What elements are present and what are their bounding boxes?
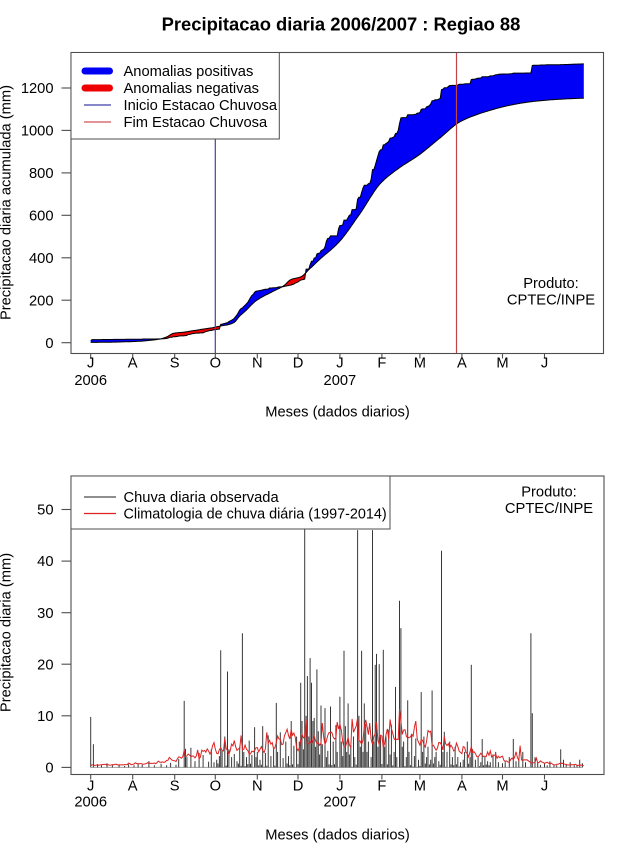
svg-text:M: M: [414, 779, 426, 795]
svg-text:2007: 2007: [324, 794, 357, 810]
svg-text:Climatologia de chuva diária (: Climatologia de chuva diária (1997-2014): [124, 507, 387, 523]
svg-text:0: 0: [45, 336, 53, 352]
svg-text:Precipitacao diaria acumulada: Precipitacao diaria acumulada (mm): [0, 85, 15, 320]
svg-text:600: 600: [29, 208, 54, 224]
svg-text:CPTEC/INPE: CPTEC/INPE: [505, 501, 593, 517]
svg-text:N: N: [252, 355, 263, 371]
svg-text:Anomalias positivas: Anomalias positivas: [124, 64, 254, 80]
svg-text:D: D: [293, 779, 304, 795]
svg-text:S: S: [170, 355, 180, 371]
svg-text:1000: 1000: [21, 124, 54, 140]
svg-text:F: F: [377, 779, 386, 795]
svg-text:J: J: [87, 779, 94, 795]
svg-text:Produto:: Produto:: [523, 276, 579, 292]
svg-text:CPTEC/INPE: CPTEC/INPE: [507, 293, 595, 309]
svg-text:20: 20: [37, 657, 53, 673]
svg-text:800: 800: [29, 166, 54, 182]
svg-text:200: 200: [29, 293, 54, 309]
svg-text:O: O: [210, 355, 221, 371]
svg-text:A: A: [128, 779, 138, 795]
svg-text:M: M: [414, 355, 426, 371]
svg-text:50: 50: [37, 503, 53, 519]
svg-text:Fim Estacao Chuvosa: Fim Estacao Chuvosa: [124, 115, 269, 131]
svg-text:Produto:: Produto:: [521, 485, 577, 501]
svg-text:D: D: [293, 355, 304, 371]
svg-text:F: F: [377, 355, 386, 371]
svg-text:N: N: [252, 779, 263, 795]
svg-text:2006: 2006: [74, 794, 107, 810]
svg-text:A: A: [457, 355, 467, 371]
svg-text:O: O: [210, 779, 221, 795]
svg-text:J: J: [87, 355, 94, 371]
svg-text:Meses (dados diarios): Meses (dados diarios): [265, 828, 410, 844]
svg-text:J: J: [336, 779, 343, 795]
svg-text:M: M: [496, 355, 508, 371]
svg-text:J: J: [541, 355, 548, 371]
svg-text:A: A: [128, 355, 138, 371]
svg-text:S: S: [170, 779, 180, 795]
svg-text:J: J: [336, 355, 343, 371]
svg-text:40: 40: [37, 554, 53, 570]
svg-text:Precipitacao diaria (mm): Precipitacao diaria (mm): [0, 553, 15, 712]
svg-text:1200: 1200: [21, 81, 54, 97]
svg-text:Precipitacao diaria 2006/2007: Precipitacao diaria 2006/2007 : Regiao 8…: [162, 14, 521, 35]
svg-text:Anomalias negativas: Anomalias negativas: [124, 81, 260, 97]
svg-text:Inicio Estacao Chuvosa: Inicio Estacao Chuvosa: [124, 98, 278, 114]
svg-text:0: 0: [45, 761, 53, 777]
svg-text:10: 10: [37, 709, 53, 725]
svg-text:400: 400: [29, 251, 54, 267]
svg-text:Chuva diaria observada: Chuva diaria observada: [124, 490, 280, 506]
svg-text:J: J: [541, 779, 548, 795]
svg-text:2007: 2007: [324, 373, 357, 389]
svg-text:Meses (dados diarios): Meses (dados diarios): [265, 405, 410, 421]
svg-text:M: M: [496, 779, 508, 795]
svg-text:30: 30: [37, 606, 53, 622]
svg-text:A: A: [457, 779, 467, 795]
svg-text:2006: 2006: [74, 373, 107, 389]
